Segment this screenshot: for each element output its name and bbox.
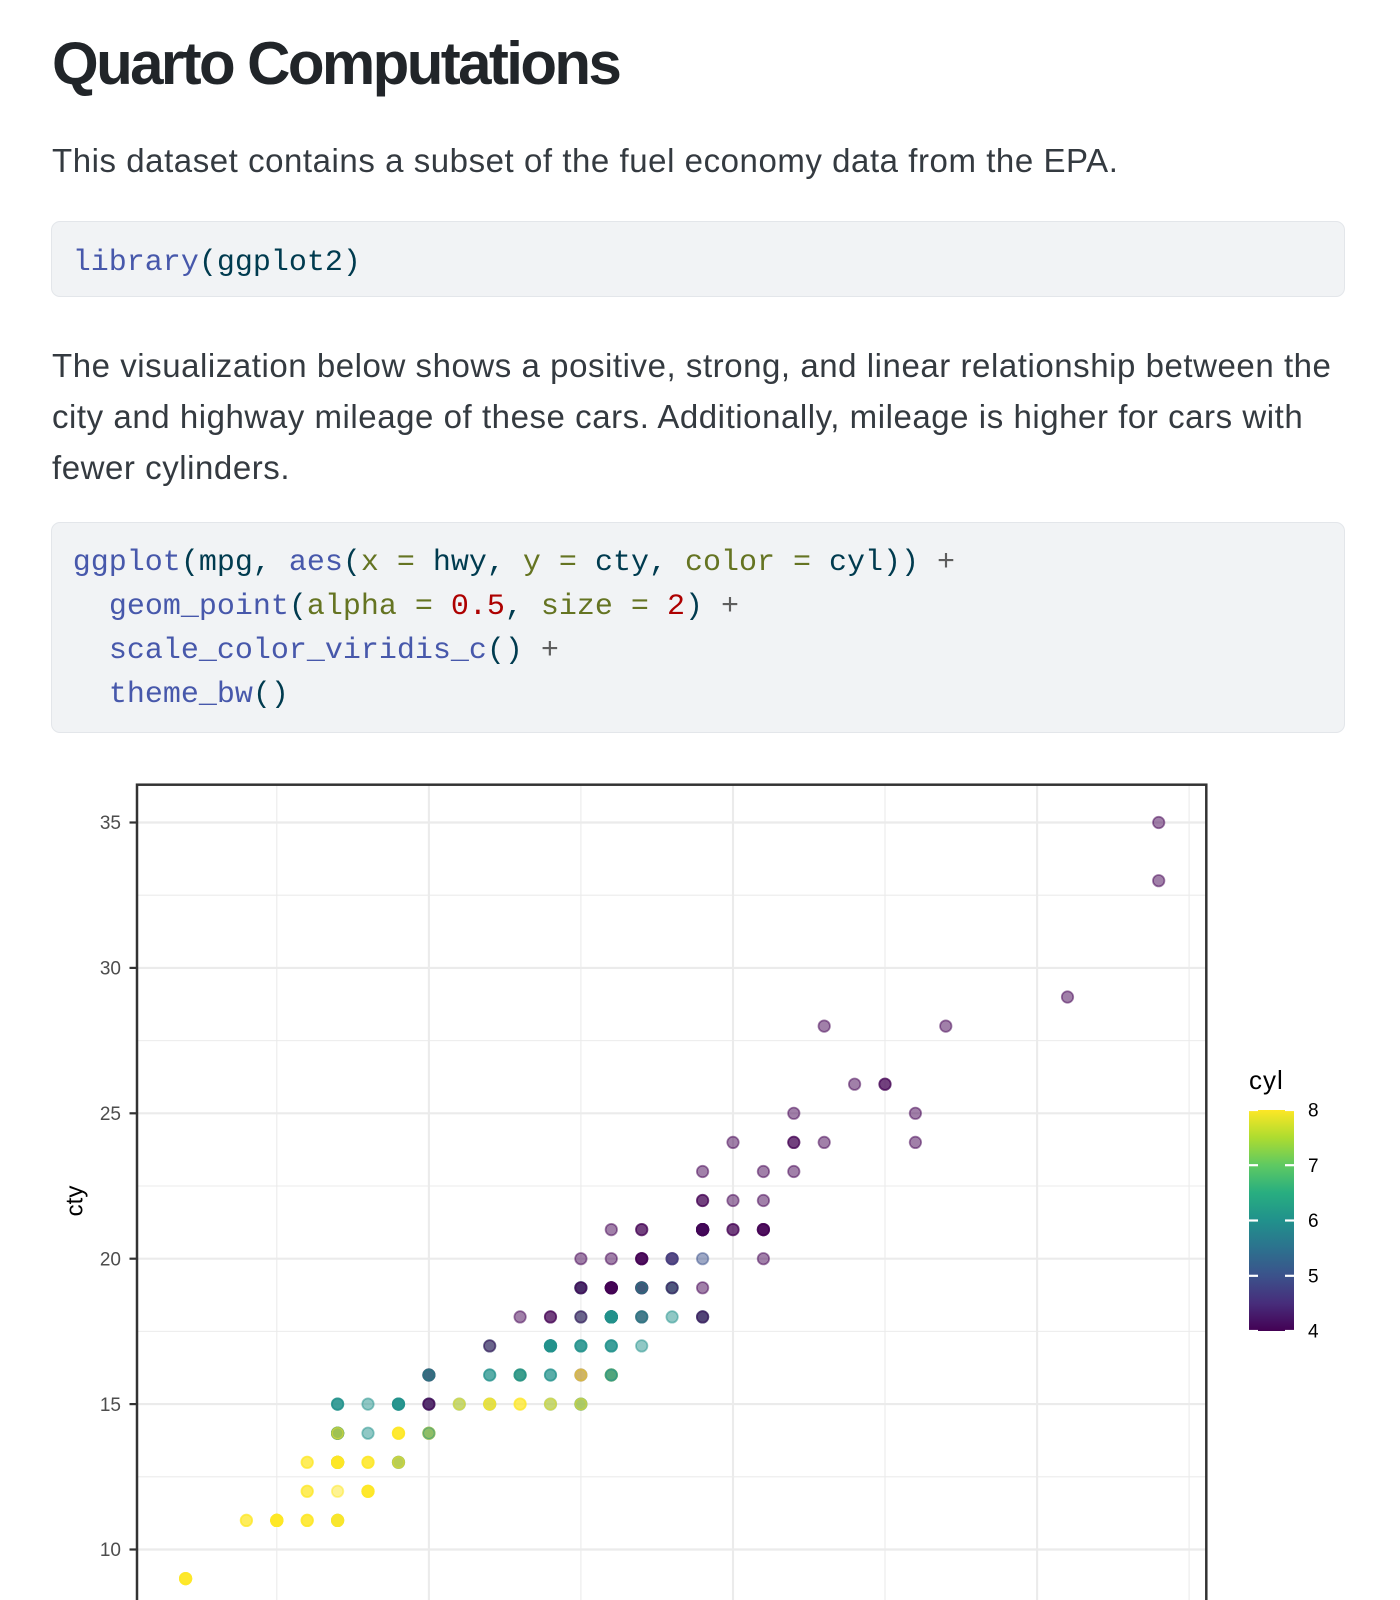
- svg-text:4: 4: [1308, 1322, 1319, 1343]
- svg-text:30: 30: [100, 959, 121, 980]
- svg-text:35: 35: [100, 813, 121, 834]
- svg-text:7: 7: [1308, 1156, 1319, 1177]
- svg-text:20: 20: [100, 1249, 121, 1270]
- svg-text:15: 15: [100, 1395, 121, 1416]
- svg-text:5: 5: [1308, 1267, 1319, 1288]
- svg-text:6: 6: [1308, 1211, 1319, 1232]
- svg-text:cyl: cyl: [1249, 1065, 1284, 1095]
- svg-text:8: 8: [1308, 1101, 1319, 1122]
- svg-text:25: 25: [100, 1104, 121, 1125]
- svg-text:cty: cty: [62, 1186, 89, 1217]
- svg-text:10: 10: [100, 1540, 121, 1561]
